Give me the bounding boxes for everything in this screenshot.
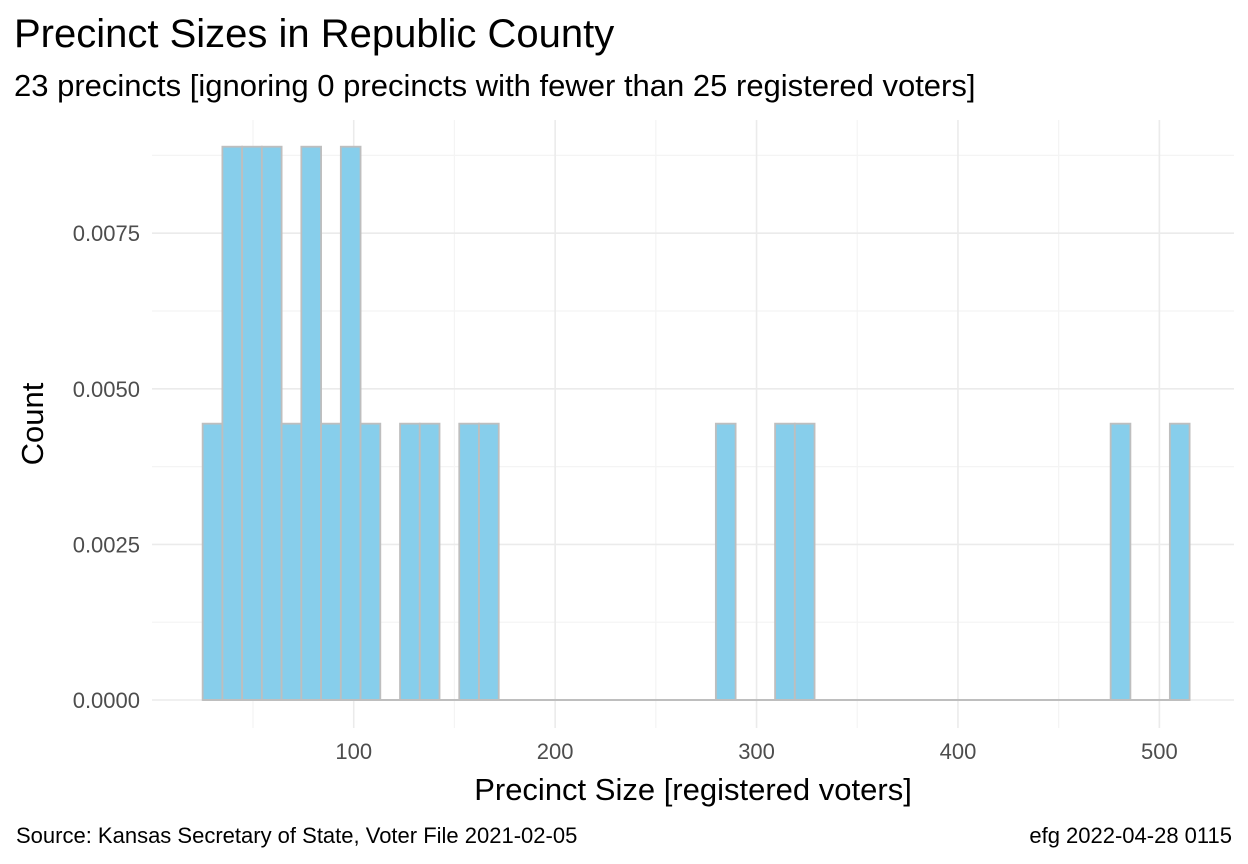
histogram-bar — [201, 422, 224, 701]
author-caption: efg 2022-04-28 0115 — [1029, 823, 1232, 848]
y-tick-labels: 0.0000 0.0025 0.0050 0.0075 — [73, 221, 140, 713]
histogram-bar — [458, 422, 480, 701]
histogram-bar — [300, 145, 322, 701]
x-tick-label: 500 — [1141, 739, 1178, 764]
chart-title: Precinct Sizes in Republic County — [14, 12, 615, 56]
histogram-bar — [221, 145, 244, 701]
y-tick-label: 0.0075 — [73, 221, 140, 246]
histogram-bar — [478, 422, 500, 701]
chart-subtitle: 23 precincts [ignoring 0 precincts with … — [14, 68, 976, 103]
histogram-bar — [1109, 422, 1132, 701]
x-tick-label: 100 — [335, 739, 372, 764]
y-tick-label: 0.0025 — [73, 532, 140, 557]
histogram-bar — [339, 145, 362, 701]
histogram-bars — [201, 145, 1191, 701]
y-tick-label: 0.0000 — [73, 688, 140, 713]
histogram-bar — [320, 422, 342, 701]
histogram-bar — [1168, 422, 1191, 701]
histogram-bar — [260, 145, 283, 701]
histogram-bar — [418, 422, 441, 701]
x-axis-label: Precinct Size [registered voters] — [474, 772, 912, 807]
histogram-bar — [714, 422, 737, 701]
histogram-bar — [774, 422, 796, 701]
x-tick-label: 300 — [738, 739, 775, 764]
histogram-bar — [793, 422, 816, 701]
histogram-bar — [241, 145, 263, 701]
x-tick-label: 400 — [940, 739, 977, 764]
histogram-bar — [359, 422, 382, 701]
x-tick-labels: 100 200 300 400 500 — [335, 739, 1177, 764]
x-tick-label: 200 — [537, 739, 574, 764]
histogram-bar — [280, 422, 303, 701]
histogram-bar — [399, 422, 421, 701]
source-caption: Source: Kansas Secretary of State, Voter… — [16, 823, 578, 848]
y-tick-label: 0.0050 — [73, 377, 140, 402]
